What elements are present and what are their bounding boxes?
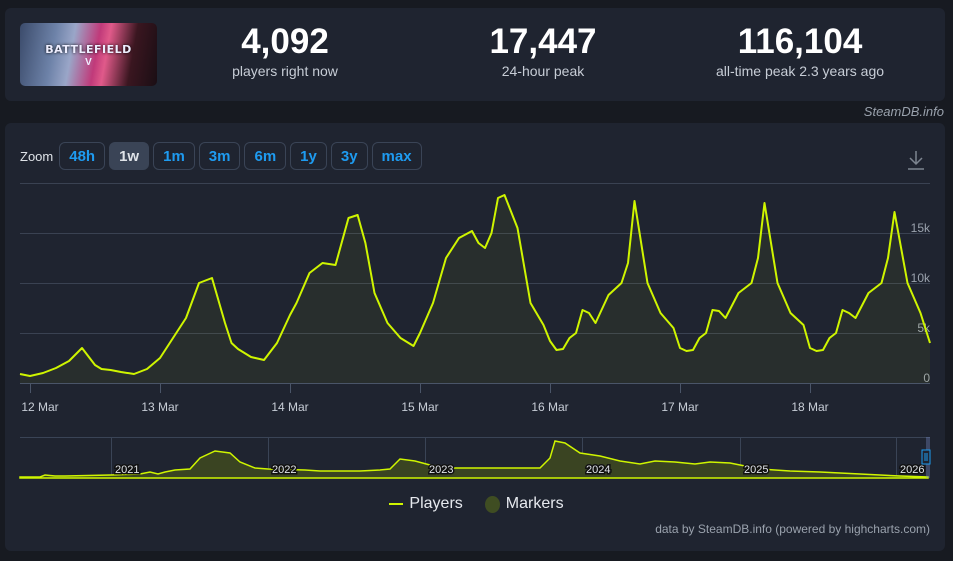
game-image-title: BATTLEFIELD xyxy=(45,43,132,56)
zoom-label: Zoom xyxy=(20,148,54,164)
navigator-year-label: 2024 xyxy=(586,464,610,476)
navigator-year-label: 2021 xyxy=(115,464,139,476)
x-axis xyxy=(30,384,811,393)
xtick-label: 17 Mar xyxy=(661,400,698,414)
xtick-label: 12 Mar xyxy=(21,400,58,414)
xtick-label: 13 Mar xyxy=(141,400,178,414)
stat-value: 116,104 xyxy=(737,22,863,61)
legend-label: Markers xyxy=(505,495,564,512)
xtick-label: 14 Mar xyxy=(271,400,308,414)
navigator-area xyxy=(19,440,929,479)
zoom-1y-button[interactable]: 1y xyxy=(290,142,327,170)
ytick-15k: 15k xyxy=(911,221,931,235)
stat-24h-peak: 17,447 24-hour peak xyxy=(443,22,643,80)
navigator-year-label: 2023 xyxy=(429,464,453,476)
navigator-year-label: 2026 xyxy=(900,464,924,476)
chart-legend: Players Markers xyxy=(0,495,953,513)
stat-value: 4,092 xyxy=(241,22,329,61)
navigator-year-label: 2022 xyxy=(272,464,296,476)
steamdb-credit[interactable]: SteamDB.info xyxy=(863,104,944,119)
chart-panel: Zoom 48h 1w 1m 3m 6m 1y 3y max xyxy=(5,123,945,551)
stat-value: 17,447 xyxy=(489,22,597,61)
y-axis-labels: 15k 10k 5k 0 xyxy=(911,221,931,385)
zoom-3m-button[interactable]: 3m xyxy=(198,142,241,170)
stats-panel: BATTLEFIELD V 4,092 players right now 17… xyxy=(5,8,945,101)
line-symbol-icon xyxy=(389,503,404,505)
zoom-1w-button[interactable]: 1w xyxy=(109,142,150,170)
navigator-handle[interactable] xyxy=(921,449,931,465)
game-cover-image[interactable]: BATTLEFIELD V xyxy=(20,23,157,86)
ytick-10k: 10k xyxy=(911,271,931,285)
xtick-label: 16 Mar xyxy=(531,400,568,414)
highcharts-credit[interactable]: data by SteamDB.info (powered by highcha… xyxy=(655,522,930,536)
legend-label: Players xyxy=(409,495,463,512)
game-image-subtitle: V xyxy=(85,57,92,68)
zoom-max-button[interactable]: max xyxy=(371,142,422,170)
zoom-3y-button[interactable]: 3y xyxy=(330,142,368,170)
ytick-0: 0 xyxy=(923,371,930,385)
legend-item-players[interactable]: Players xyxy=(389,495,463,513)
stat-label: all-time peak 2.3 years ago xyxy=(715,63,885,79)
players-area xyxy=(20,195,930,383)
x-axis-labels: 12 Mar 13 Mar 14 Mar 15 Mar 16 Mar 17 Ma… xyxy=(21,400,828,414)
stat-label: 24-hour peak xyxy=(501,63,585,79)
players-line[interactable] xyxy=(19,194,931,377)
zoom-controls: Zoom 48h 1w 1m 3m 6m 1y 3y max xyxy=(20,142,422,170)
stat-current-players: 4,092 players right now xyxy=(185,22,385,80)
circle-symbol-icon xyxy=(484,495,500,513)
legend-item-markers[interactable]: Markers xyxy=(484,495,564,513)
download-icon[interactable] xyxy=(906,149,926,171)
navigator[interactable]: 2021 2022 2023 2024 2025 2026 xyxy=(19,437,931,479)
xtick-label: 18 Mar xyxy=(791,400,828,414)
navigator-year-label: 2025 xyxy=(744,464,768,476)
zoom-48h-button[interactable]: 48h xyxy=(59,142,106,170)
zoom-1m-button[interactable]: 1m xyxy=(153,142,195,170)
zoom-6m-button[interactable]: 6m xyxy=(244,142,287,170)
ytick-5k: 5k xyxy=(917,321,931,335)
stat-all-time-peak: 116,104 all-time peak 2.3 years ago xyxy=(685,22,915,80)
stat-label: players right now xyxy=(232,63,338,79)
xtick-label: 15 Mar xyxy=(401,400,438,414)
